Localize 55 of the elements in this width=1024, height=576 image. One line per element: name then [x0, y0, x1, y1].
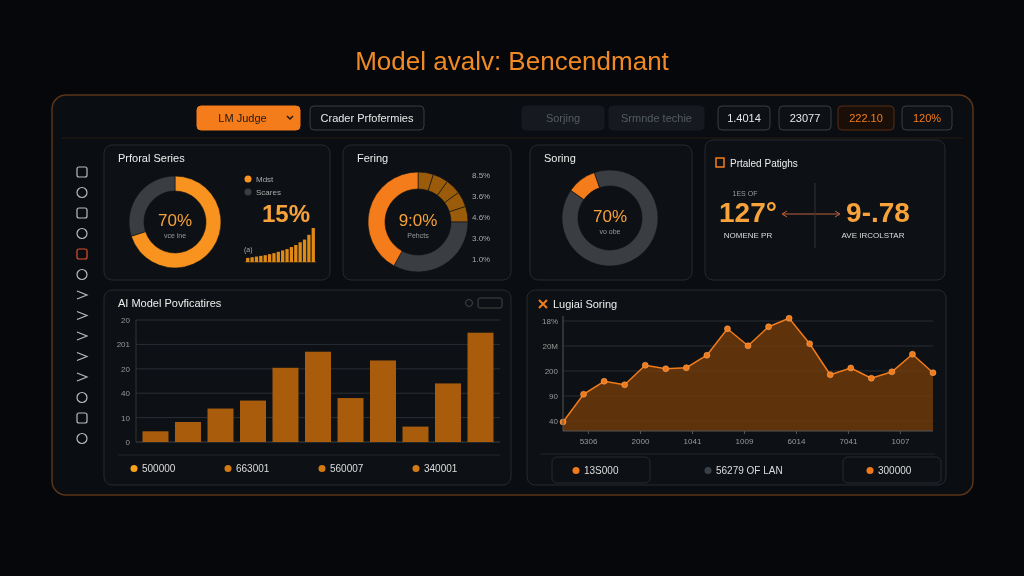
text: 500000	[142, 463, 176, 474]
text: 300000	[878, 465, 912, 476]
text: 222.10	[849, 112, 883, 124]
text: 1007	[891, 437, 910, 446]
text: 40	[121, 389, 131, 399]
text: 18%	[541, 317, 558, 326]
text: LM Judge	[218, 112, 267, 124]
text: NOMENE PR	[723, 231, 773, 240]
chart-title: AI Model Povficatires	[118, 297, 222, 309]
chart-title: Fering	[357, 152, 389, 164]
text: 560007	[330, 463, 364, 474]
text: 7041	[839, 437, 858, 446]
text: 1.4014	[727, 112, 761, 124]
text: 340001	[424, 463, 458, 474]
text: 20M	[542, 342, 559, 351]
text: 201	[116, 340, 131, 350]
text: 0	[125, 438, 131, 447]
text: 15%	[261, 200, 311, 227]
legend-label: Mdst	[256, 175, 275, 184]
text: 10	[121, 413, 131, 423]
text: Prtaled Patighs	[730, 158, 798, 169]
text: 90	[549, 392, 559, 401]
text: 40	[549, 417, 559, 426]
text: AVE IRCOLSTAR	[841, 231, 905, 240]
text: Sorjing	[545, 112, 581, 124]
text: 4.6%	[472, 213, 491, 222]
chart-title: Lugiai Soring	[553, 298, 618, 310]
chart-title: Soring	[544, 152, 576, 164]
text: Model avalv: Bencendmant	[355, 46, 670, 76]
text: 56279 OF LAN	[716, 465, 783, 476]
text: 3.0%	[472, 234, 491, 243]
text: Srmnde techie	[621, 112, 692, 124]
text: 120%	[912, 112, 942, 124]
text: 5306	[579, 437, 598, 446]
text: 1009	[735, 437, 754, 446]
text: 9-.78	[846, 197, 910, 228]
text: 663001	[236, 463, 270, 474]
text: 70%	[592, 207, 628, 226]
text: 13S000	[584, 465, 619, 476]
text: 1041	[683, 437, 702, 446]
text: 127°	[719, 197, 777, 228]
text: 6014	[787, 437, 806, 446]
text: 23077	[789, 112, 821, 124]
text: 20	[121, 316, 131, 325]
chart-title: Prforal Series	[118, 152, 186, 164]
text: 1.0%	[472, 255, 491, 264]
text: 200	[544, 367, 559, 376]
text: 70%	[157, 211, 193, 230]
text: Crader Prfofermies	[320, 112, 414, 124]
text: 2000	[631, 437, 650, 446]
text: 9:0%	[398, 211, 438, 230]
text: 20	[121, 364, 131, 374]
legend-label: Scares	[256, 188, 281, 197]
text: 3.6%	[472, 192, 491, 201]
text: 8.5%	[472, 171, 491, 180]
